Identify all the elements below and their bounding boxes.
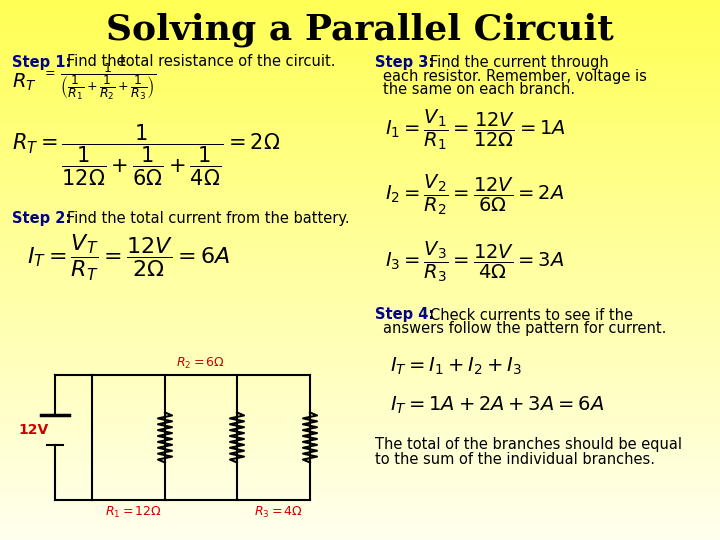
Text: The total of the branches should be equal: The total of the branches should be equa… (375, 437, 682, 453)
Text: $R_1=12\Omega$: $R_1=12\Omega$ (105, 504, 162, 519)
Text: $R_3=4\Omega$: $R_3=4\Omega$ (254, 504, 303, 519)
Text: $= \;\dfrac{1}{\left(\dfrac{1}{R_1}+\dfrac{1}{R_2}+\dfrac{1}{R_3}\right)}$: $= \;\dfrac{1}{\left(\dfrac{1}{R_1}+\dfr… (42, 62, 156, 103)
Text: to the sum of the individual branches.: to the sum of the individual branches. (375, 453, 655, 468)
Text: answers follow the pattern for current.: answers follow the pattern for current. (383, 321, 667, 336)
Text: $I_T = 1A + 2A + 3A = 6A$: $I_T = 1A + 2A + 3A = 6A$ (390, 394, 604, 416)
Text: Solving a Parallel Circuit: Solving a Parallel Circuit (106, 13, 614, 47)
Text: $I_2 = \dfrac{V_2}{R_2} = \dfrac{12V}{6\Omega} = 2A$: $I_2 = \dfrac{V_2}{R_2} = \dfrac{12V}{6\… (385, 173, 564, 217)
Text: Step 4:: Step 4: (375, 307, 439, 322)
Text: $I_T = I_1 + I_2 + I_3$: $I_T = I_1 + I_2 + I_3$ (390, 355, 522, 377)
Text: total resistance of the circuit.: total resistance of the circuit. (120, 55, 336, 70)
Text: 12V: 12V (18, 423, 48, 437)
Text: Step 2:: Step 2: (12, 211, 71, 226)
Text: $R_T = \dfrac{1}{\dfrac{1}{12\Omega}+\dfrac{1}{6\Omega}+\dfrac{1}{4\Omega}} = 2\: $R_T = \dfrac{1}{\dfrac{1}{12\Omega}+\df… (12, 123, 280, 187)
Text: $R_T$: $R_T$ (12, 71, 37, 93)
Text: $I_T = \dfrac{V_T}{R_T} = \dfrac{12V}{2\Omega} = 6A$: $I_T = \dfrac{V_T}{R_T} = \dfrac{12V}{2\… (27, 233, 230, 283)
Text: $R_2=6\Omega$: $R_2=6\Omega$ (176, 355, 225, 370)
Text: each resistor. Remember, voltage is: each resistor. Remember, voltage is (383, 69, 647, 84)
Text: Find the: Find the (67, 55, 125, 70)
Text: the same on each branch.: the same on each branch. (383, 83, 575, 98)
Text: Find the total current from the battery.: Find the total current from the battery. (67, 211, 350, 226)
Text: Step 3:: Step 3: (375, 55, 439, 70)
Text: Find the current through: Find the current through (430, 55, 608, 70)
Text: Step 1:: Step 1: (12, 55, 71, 70)
Text: $I_1 = \dfrac{V_1}{R_1} = \dfrac{12V}{12\Omega} = 1A$: $I_1 = \dfrac{V_1}{R_1} = \dfrac{12V}{12… (385, 107, 566, 152)
Text: $I_3 = \dfrac{V_3}{R_3} = \dfrac{12V}{4\Omega} = 3A$: $I_3 = \dfrac{V_3}{R_3} = \dfrac{12V}{4\… (385, 240, 564, 285)
Text: Check currents to see if the: Check currents to see if the (430, 307, 633, 322)
